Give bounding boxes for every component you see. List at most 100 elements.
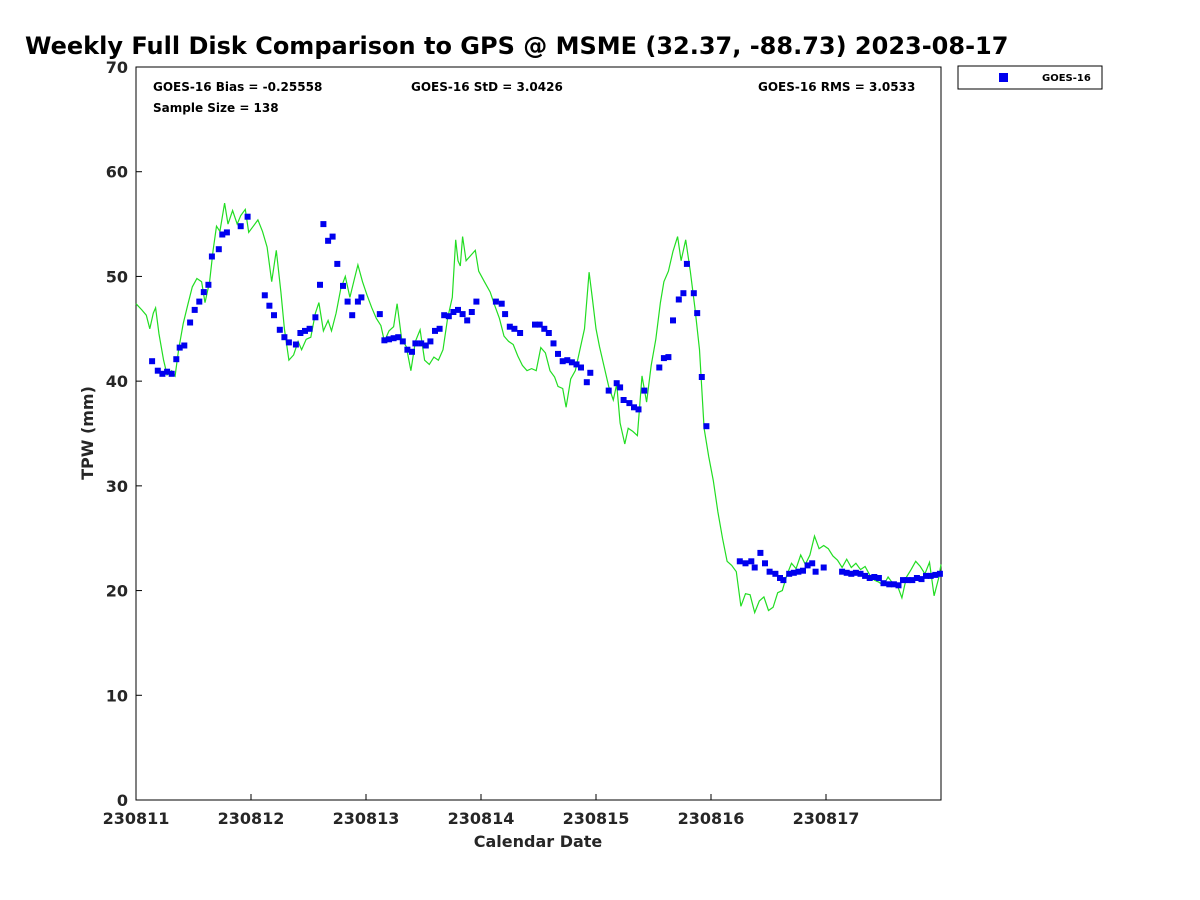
goes16-point — [441, 312, 448, 319]
goes16-point — [635, 406, 642, 413]
goes16-point — [690, 290, 697, 297]
goes16-point — [694, 310, 701, 317]
goes16-point — [317, 281, 323, 288]
goes16-point — [545, 330, 552, 336]
goes16-point — [683, 260, 690, 267]
goes16-point — [181, 342, 188, 349]
goes16-point — [261, 292, 268, 299]
y-tick-label: 30 — [106, 477, 128, 496]
legend-goes16-label: GOES-16 — [1042, 73, 1091, 84]
goes16-point — [866, 575, 873, 581]
goes16-point — [381, 337, 388, 344]
chart-title: Weekly Full Disk Comparison to GPS @ MSM… — [25, 32, 1008, 60]
goes16-point — [762, 560, 768, 567]
goes16-point — [936, 570, 943, 577]
goes16-point — [412, 340, 419, 347]
goes16-point — [804, 562, 811, 569]
goes16-point — [900, 577, 906, 584]
goes16-point — [904, 577, 911, 584]
goes16-point — [862, 572, 869, 579]
goes16-point — [334, 260, 341, 267]
goes16-point — [559, 358, 566, 365]
goes16-point — [276, 326, 283, 333]
goes16-point — [880, 580, 887, 587]
goes16-point — [698, 374, 705, 380]
goes16-point — [895, 582, 902, 589]
x-tick-label: 230811 — [103, 809, 170, 828]
goes16-point — [237, 223, 244, 230]
goes16-point — [852, 569, 859, 576]
goes16-point — [660, 355, 667, 362]
goes16-point — [464, 317, 471, 324]
y-tick-label: 70 — [106, 58, 128, 77]
y-tick-label: 50 — [106, 267, 128, 286]
goes16-point — [843, 569, 850, 576]
goes16-point — [777, 575, 783, 581]
goes16-point — [875, 575, 882, 581]
goes16-point — [459, 311, 466, 318]
y-axis-label: TPW (mm) — [78, 386, 97, 480]
goes16-point — [376, 311, 383, 318]
goes16-point — [223, 229, 230, 236]
goes16-point — [564, 357, 571, 364]
goes16-point — [386, 336, 392, 343]
goes16-point — [418, 340, 425, 347]
x-tick-label: 230817 — [793, 809, 860, 828]
x-tick-label: 230813 — [333, 809, 400, 828]
goes16-point — [176, 344, 183, 351]
goes16-point — [511, 325, 518, 332]
goes16-point — [587, 369, 594, 376]
rms-stat: GOES-16 RMS = 3.0533 — [758, 80, 915, 94]
goes16-point — [517, 330, 524, 336]
x-tick-label: 230812 — [218, 809, 285, 828]
goes16-point — [297, 330, 304, 336]
goes16-point — [578, 364, 584, 371]
goes16-point — [320, 221, 327, 228]
gps-series — [135, 203, 942, 615]
goes16-point — [154, 367, 161, 374]
goes16-point — [285, 339, 292, 346]
goes16-point — [149, 358, 156, 365]
goes16-point — [748, 558, 755, 565]
goes16-point — [492, 298, 499, 305]
goes16-point — [436, 325, 443, 332]
goes16-point — [656, 364, 663, 371]
goes16-point — [266, 302, 273, 309]
goes16-point — [344, 298, 351, 305]
goes16-point — [809, 560, 816, 567]
goes16-point — [244, 213, 251, 220]
legend-box — [957, 65, 1103, 90]
goes16-point — [790, 569, 797, 576]
goes16-point — [680, 290, 687, 297]
goes16-point — [455, 306, 461, 313]
goes16-point — [839, 568, 846, 575]
legend: GOES-16 — [957, 65, 1103, 90]
goes16-point — [506, 323, 513, 330]
goes16-series — [149, 213, 943, 589]
goes16-point — [219, 231, 226, 238]
goes16-point — [631, 404, 637, 411]
goes16-point — [550, 340, 557, 347]
goes16-point — [541, 325, 548, 332]
sample-size-stat: Sample Size = 138 — [153, 101, 279, 115]
goes16-point — [665, 354, 672, 361]
goes16-point — [205, 281, 212, 288]
goes16-point — [432, 327, 438, 334]
goes16-point — [670, 317, 676, 324]
goes16-point — [568, 359, 575, 366]
goes16-point — [742, 560, 749, 567]
goes16-point — [932, 571, 939, 578]
y-tick-label: 10 — [106, 686, 128, 705]
goes16-point — [340, 282, 346, 289]
goes16-point — [191, 306, 198, 313]
goes16-point — [208, 253, 215, 260]
goes16-point — [536, 321, 543, 328]
goes16-point — [780, 577, 787, 584]
goes16-point — [605, 387, 612, 394]
goes16-point — [620, 397, 627, 403]
goes16-point — [427, 338, 434, 345]
goes16-point — [848, 570, 855, 577]
goes16-point — [450, 309, 457, 315]
y-tick-label: 20 — [106, 582, 128, 601]
